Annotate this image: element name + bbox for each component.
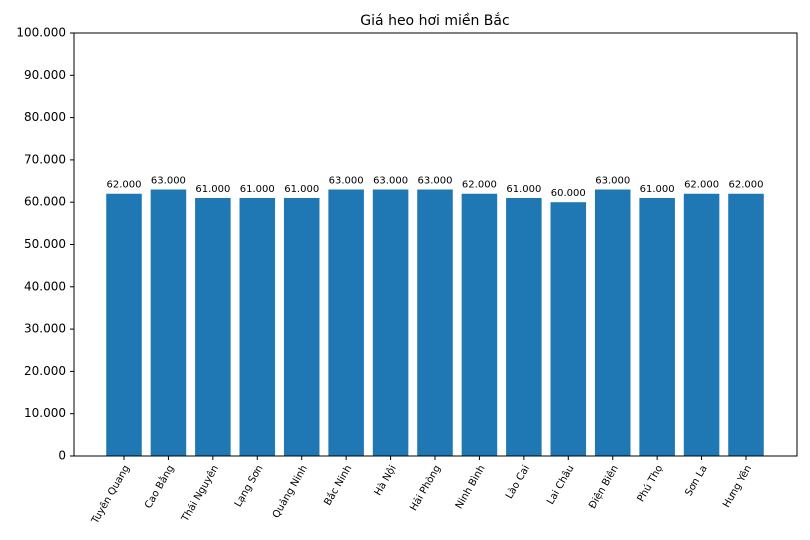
x-tick-label: Tuyên Quang xyxy=(89,463,133,527)
bar xyxy=(639,197,675,456)
value-label: 63.000 xyxy=(595,176,630,187)
value-label: 63.000 xyxy=(418,176,453,187)
value-label: 61.000 xyxy=(284,184,319,195)
bar xyxy=(328,189,364,456)
x-tick-label: Phú Thọ xyxy=(635,463,666,504)
plot-frame xyxy=(73,32,798,457)
value-label: 63.000 xyxy=(329,176,364,187)
y-tick-label: 30.000 xyxy=(24,322,66,336)
y-tick-label: 20.000 xyxy=(24,364,66,378)
bar xyxy=(372,189,409,456)
bar xyxy=(106,193,142,457)
value-label: 62.000 xyxy=(462,180,497,191)
x-tick-label: Lào Cai xyxy=(503,463,532,501)
value-label: 62.000 xyxy=(729,180,764,191)
value-label: 63.000 xyxy=(151,176,186,187)
bar xyxy=(728,193,764,457)
bar xyxy=(195,197,231,456)
bar xyxy=(417,189,453,456)
value-label: 63.000 xyxy=(373,176,408,187)
x-tick-label: Cao Bằng xyxy=(141,463,176,511)
y-tick-label: 0 xyxy=(58,449,66,463)
y-tick-label: 60.000 xyxy=(24,195,66,209)
y-tick-label: 100.000 xyxy=(16,26,66,40)
value-label: 60.000 xyxy=(551,188,586,199)
bar xyxy=(461,193,498,457)
value-label: 61.000 xyxy=(240,184,275,195)
bar xyxy=(594,189,631,456)
y-tick-label: 90.000 xyxy=(24,68,66,82)
y-tick-label: 50.000 xyxy=(24,237,66,251)
bar xyxy=(506,197,542,456)
x-tick-label: Thái Nguyên xyxy=(179,463,221,525)
value-label: 62.000 xyxy=(684,180,719,191)
x-tick-label: Sơn La xyxy=(683,464,709,499)
y-tick-label: 40.000 xyxy=(24,279,66,293)
x-tick-label: Ninh Bình xyxy=(453,463,488,511)
x-tick-label: Hải Phòng xyxy=(407,463,443,513)
y-tick-label: 80.000 xyxy=(24,110,66,124)
value-label: 62.000 xyxy=(107,180,142,191)
x-tick-label: Lạng Sơn xyxy=(233,464,266,510)
x-tick-label: Bắc Ninh xyxy=(321,463,355,508)
value-label: 61.000 xyxy=(640,184,675,195)
y-tick-label: 10.000 xyxy=(24,406,66,420)
bar xyxy=(239,197,276,456)
x-tick-label: Điện Biên xyxy=(586,463,621,511)
y-tick-label: 70.000 xyxy=(24,152,66,166)
bar xyxy=(550,202,587,456)
bar xyxy=(683,193,720,457)
chart-title: Giá heo hơi miền Bắc xyxy=(360,12,509,29)
x-tick-label: Hà Nội xyxy=(372,463,399,498)
value-label: 61.000 xyxy=(506,184,541,195)
x-tick-label: Hưng Yên xyxy=(720,463,754,510)
x-tick-label: Lai Châu xyxy=(544,463,576,507)
bar xyxy=(283,197,320,456)
x-tick-label: Quảng Ninh xyxy=(270,463,310,520)
bar xyxy=(150,189,187,456)
value-label: 61.000 xyxy=(195,184,230,195)
